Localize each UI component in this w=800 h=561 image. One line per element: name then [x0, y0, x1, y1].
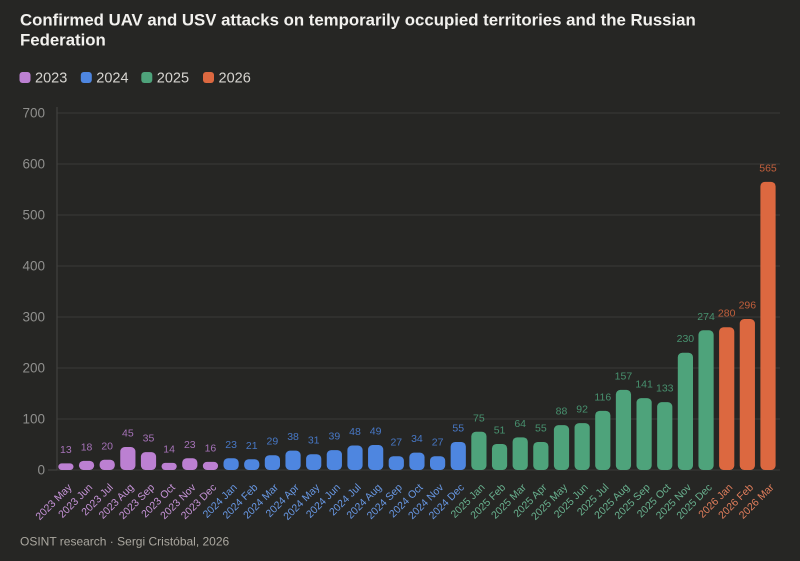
svg-text:34: 34 — [411, 433, 423, 445]
svg-text:75: 75 — [473, 412, 485, 424]
svg-text:2025: 2025 — [157, 71, 189, 87]
svg-text:48: 48 — [349, 426, 361, 438]
svg-text:55: 55 — [452, 422, 464, 434]
svg-text:14: 14 — [163, 443, 175, 455]
svg-text:49: 49 — [370, 426, 382, 438]
svg-text:38: 38 — [287, 431, 299, 443]
svg-text:31: 31 — [308, 435, 320, 447]
svg-text:35: 35 — [143, 433, 155, 445]
svg-text:92: 92 — [576, 404, 588, 416]
svg-text:230: 230 — [677, 333, 695, 345]
svg-text:280: 280 — [718, 308, 736, 320]
svg-text:45: 45 — [122, 428, 134, 440]
svg-text:296: 296 — [739, 300, 757, 312]
svg-text:16: 16 — [205, 442, 217, 454]
svg-text:23: 23 — [184, 439, 196, 451]
svg-text:Federation: Federation — [20, 31, 106, 50]
svg-text:300: 300 — [22, 310, 45, 325]
svg-text:18: 18 — [81, 441, 93, 453]
svg-text:600: 600 — [22, 157, 45, 172]
svg-text:100: 100 — [22, 412, 45, 427]
svg-text:Confirmed UAV and USV attacks: Confirmed UAV and USV attacks on tempora… — [20, 11, 696, 30]
svg-text:20: 20 — [101, 440, 113, 452]
svg-text:88: 88 — [556, 406, 568, 418]
svg-text:64: 64 — [514, 418, 526, 430]
svg-text:51: 51 — [494, 424, 506, 436]
svg-text:274: 274 — [697, 311, 715, 323]
svg-text:27: 27 — [432, 437, 444, 449]
svg-text:2023: 2023 — [35, 71, 67, 87]
svg-text:21: 21 — [246, 440, 258, 452]
svg-text:700: 700 — [22, 106, 45, 121]
svg-text:133: 133 — [656, 383, 674, 395]
svg-text:29: 29 — [267, 436, 279, 448]
svg-text:116: 116 — [594, 391, 611, 403]
svg-text:500: 500 — [22, 208, 45, 223]
svg-text:400: 400 — [22, 259, 45, 274]
svg-text:141: 141 — [635, 379, 653, 391]
svg-text:OSINT research · Sergi Cristób: OSINT research · Sergi Cristóbal, 2026 — [20, 535, 230, 549]
svg-text:13: 13 — [60, 444, 72, 456]
svg-text:0: 0 — [37, 463, 45, 478]
svg-text:55: 55 — [535, 422, 547, 434]
svg-text:200: 200 — [22, 361, 45, 376]
svg-text:2026: 2026 — [219, 71, 251, 87]
svg-text:27: 27 — [390, 437, 402, 449]
svg-text:2024: 2024 — [96, 71, 128, 87]
svg-text:39: 39 — [329, 431, 341, 443]
svg-text:23: 23 — [225, 439, 237, 451]
svg-text:565: 565 — [759, 162, 777, 174]
svg-text:157: 157 — [615, 370, 633, 382]
